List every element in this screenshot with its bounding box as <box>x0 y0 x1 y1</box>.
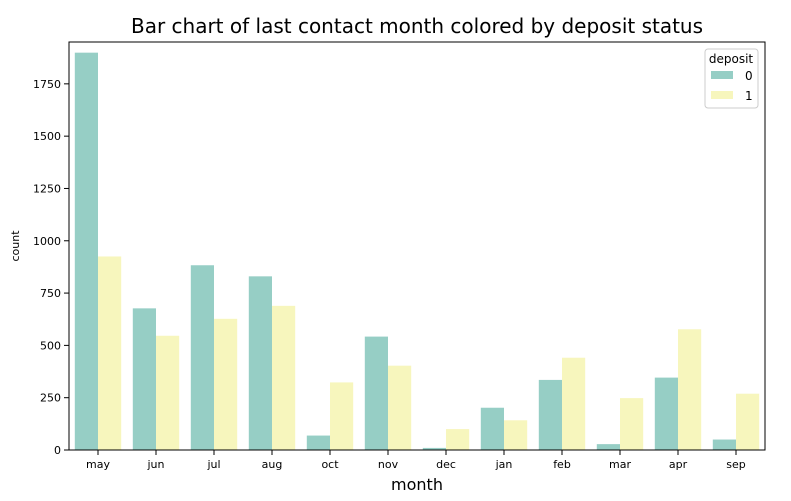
bar-mar-deposit-1 <box>620 398 644 450</box>
y-tick-label: 1250 <box>33 182 61 195</box>
legend-swatch-1 <box>711 91 733 99</box>
x-tick-label-aug: aug <box>262 458 283 471</box>
y-tick-label: 1750 <box>33 78 61 91</box>
x-axis-label: month <box>391 475 443 494</box>
x-tick-label-sep: sep <box>726 458 745 471</box>
bar-mar-deposit-0 <box>596 444 620 450</box>
x-tick-label-mar: mar <box>609 458 631 471</box>
y-tick-label: 250 <box>40 392 61 405</box>
x-axis: may jun jul aug oct nov dec jan feb mar apr sep <box>86 450 746 471</box>
bar-jul-deposit-1 <box>214 318 238 450</box>
x-tick-label-nov: nov <box>378 458 399 471</box>
y-tick-label: 0 <box>54 444 61 457</box>
bar-feb-deposit-1 <box>562 357 586 450</box>
x-tick-label-may: may <box>86 458 110 471</box>
x-tick-label-jul: jul <box>206 458 220 471</box>
bar-oct-deposit-1 <box>330 382 354 450</box>
x-tick-label-feb: feb <box>553 458 571 471</box>
legend: deposit 0 1 <box>704 48 759 109</box>
x-tick-label-dec: dec <box>436 458 456 471</box>
bar-apr-deposit-0 <box>654 377 678 450</box>
bar-apr-deposit-1 <box>678 329 702 450</box>
bar-may-deposit-1 <box>98 256 122 450</box>
bar-dec-deposit-0 <box>422 447 446 450</box>
bar-may-deposit-0 <box>74 52 98 450</box>
bar-nov-deposit-1 <box>388 365 412 450</box>
bar-jun-deposit-1 <box>156 335 180 450</box>
chart-title: Bar chart of last contact month colored … <box>131 14 703 38</box>
bar-feb-deposit-0 <box>538 379 562 450</box>
bar-jan-deposit-0 <box>480 407 504 450</box>
legend-title: deposit <box>709 52 754 66</box>
bar-sep-deposit-1 <box>736 393 760 450</box>
bar-aug-deposit-0 <box>248 276 272 450</box>
bar-jan-deposit-1 <box>504 420 528 450</box>
x-tick-label-jan: jan <box>495 458 513 471</box>
y-tick-label: 1000 <box>33 235 61 248</box>
x-tick-label-jun: jun <box>147 458 165 471</box>
bar-aug-deposit-1 <box>272 305 296 450</box>
y-tick-label: 500 <box>40 339 61 352</box>
bar-sep-deposit-0 <box>712 439 736 450</box>
y-tick-label: 1500 <box>33 130 61 143</box>
legend-label-1: 1 <box>745 89 753 103</box>
bars-layer <box>74 52 760 450</box>
y-axis: 0 250 500 750 1000 1250 1500 1750 <box>33 78 69 457</box>
bar-jun-deposit-0 <box>132 308 156 450</box>
y-axis-label: count <box>9 230 22 262</box>
bar-jul-deposit-0 <box>190 265 214 450</box>
legend-label-0: 0 <box>745 69 753 83</box>
y-tick-label: 750 <box>40 287 61 300</box>
legend-swatch-0 <box>711 71 733 79</box>
plot-frame <box>68 41 766 451</box>
bar-oct-deposit-0 <box>306 435 330 450</box>
bar-nov-deposit-0 <box>364 336 388 450</box>
x-tick-label-oct: oct <box>321 458 339 471</box>
x-tick-label-apr: apr <box>669 458 688 471</box>
bar-dec-deposit-1 <box>446 429 470 450</box>
